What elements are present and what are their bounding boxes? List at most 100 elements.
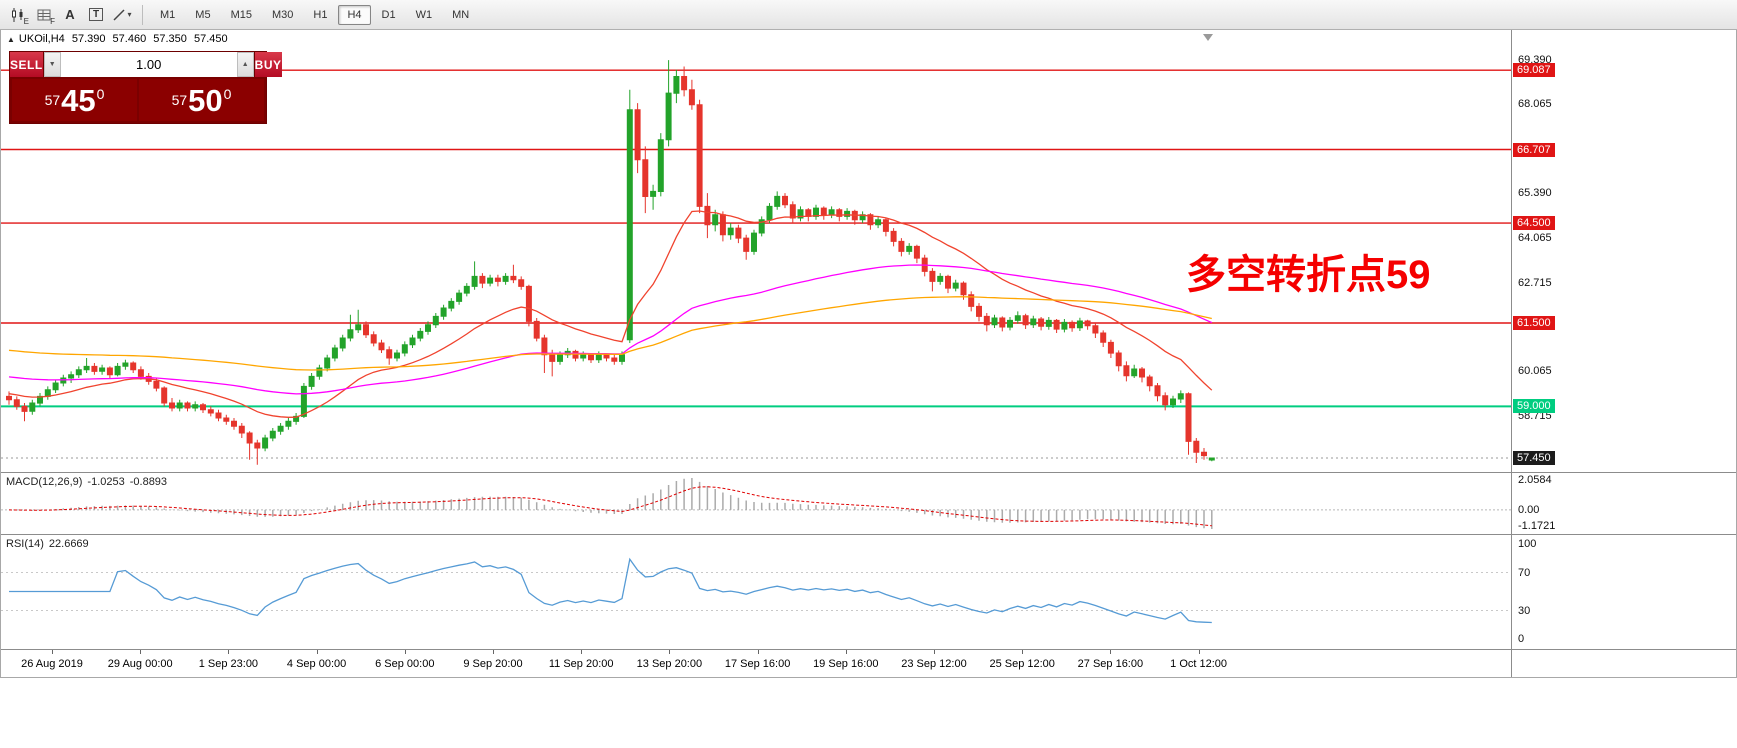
candlestick-chart-icon <box>12 7 23 22</box>
timeframe-button-h4[interactable]: H4 <box>338 4 371 25</box>
sell-price-prefix: 57 <box>44 92 61 108</box>
time-label: 1 Sep 23:00 <box>198 658 259 670</box>
rsi-canvas[interactable] <box>1 535 1511 650</box>
buy-button[interactable]: BUY <box>254 52 282 77</box>
rsi-name: RSI(14) <box>6 538 44 550</box>
buy-price-pip: 0 <box>223 86 232 102</box>
main-chart-canvas[interactable] <box>1 30 1511 473</box>
time-label: 6 Sep 00:00 <box>375 658 435 670</box>
timeframe-button-h1[interactable]: H1 <box>313 8 328 21</box>
timeframe-button-mn[interactable]: MN <box>452 8 470 21</box>
time-label: 25 Sep 12:00 <box>989 658 1055 670</box>
rsi-label: RSI(14) 22.6669 <box>6 538 94 550</box>
time-label: 19 Sep 16:00 <box>813 658 879 670</box>
rsi-scale-label: 30 <box>1518 604 1531 617</box>
time-axis-corner <box>1511 650 1736 677</box>
price-tick-label: 62.715 <box>1518 276 1552 289</box>
close-value: 57.450 <box>193 33 228 45</box>
time-tick <box>493 650 494 654</box>
time-tick <box>52 650 53 654</box>
price-badge-69.087: 69.087 <box>1513 63 1555 78</box>
text-tool-button[interactable]: T <box>83 3 109 27</box>
rsi-scale: 100 70 30 0 <box>1511 535 1736 649</box>
time-tick <box>404 650 406 654</box>
timeframe-button-w1[interactable]: W1 <box>415 8 433 21</box>
time-tick <box>845 650 847 654</box>
bear-candle-bodies <box>6 76 1207 457</box>
sell-price-big: 45 <box>61 83 96 118</box>
price-scale[interactable]: 69.390 68.065 65.390 64.065 62.715 60.065 58.7… <box>1511 30 1736 472</box>
ma-line-slow <box>8 296 1212 371</box>
timeframe-button-m1[interactable]: M1 <box>160 8 176 21</box>
rsi-scale-label: 0 <box>1518 633 1525 645</box>
buy-price-display[interactable]: 57 50 0 <box>139 79 264 121</box>
toolbar-separator <box>142 4 143 25</box>
candlestick-chart-button[interactable]: E <box>5 3 31 27</box>
price-tick-label: 60.065 <box>1518 364 1552 377</box>
macd-signal-value: -0.8893 <box>129 476 168 488</box>
buy-price-prefix: 57 <box>171 92 188 108</box>
top-toolbar: E F A T ▾ M1 M5 M15 M30 H1 H4 D1 W1 MN <box>0 0 1737 30</box>
macd-signal-line <box>8 486 1212 527</box>
buy-price-big: 50 <box>188 83 223 118</box>
open-value: 57.390 <box>71 33 106 45</box>
chinese-annotation-text: 多空转折点59 <box>1186 253 1431 297</box>
macd-scale-min: -1.1721 <box>1518 520 1556 532</box>
timeframe-button-m5[interactable]: M5 <box>195 8 211 21</box>
time-axis[interactable]: 26 Aug 2019 29 Aug 00:00 1 Sep 23:00 4 Sep … <box>1 650 1736 677</box>
macd-scale-max: 2.0584 <box>1518 474 1552 486</box>
cursor-tool-label: A <box>65 7 75 22</box>
timeframe-button-m30[interactable]: M30 <box>271 8 294 21</box>
bull-candle-bodies <box>29 76 1215 461</box>
chart-ohlc-header: ▲ UKOil,H4 57.390 57.460 57.350 57.450 <box>7 33 232 45</box>
sell-price-pip: 0 <box>96 86 105 102</box>
timeframe-group: M1 M5 M15 M30 H1 H4 D1 W1 MN <box>150 4 479 25</box>
macd-canvas[interactable] <box>1 473 1511 535</box>
high-value: 57.460 <box>112 33 147 45</box>
chevron-down-icon: ▾ <box>127 10 132 19</box>
main-chart-panel: ▲ UKOil,H4 57.390 57.460 57.350 57.450 SE… <box>1 30 1736 473</box>
trendline-tool-icon <box>113 8 126 21</box>
chart-shift-marker <box>1203 34 1213 41</box>
cursor-tool-button[interactable]: A <box>57 3 83 27</box>
time-label: 29 Aug 00:00 <box>107 658 173 670</box>
macd-main-value: -1.0253 <box>87 476 125 488</box>
symbol-icon: ▲ <box>7 35 15 44</box>
time-label: 1 Oct 12:00 <box>1170 658 1228 670</box>
rsi-value: 22.6669 <box>48 538 89 550</box>
trendline-tool-button[interactable]: ▾ <box>109 3 135 27</box>
time-label: 11 Sep 20:00 <box>548 658 614 670</box>
time-label: 9 Sep 20:00 <box>463 658 523 670</box>
time-tick <box>934 650 935 654</box>
time-tick <box>581 650 583 654</box>
time-tick <box>140 650 142 654</box>
macd-scale-zero: 0.00 <box>1518 503 1540 516</box>
rsi-line <box>9 557 1212 624</box>
sell-button[interactable]: SELL <box>10 52 43 77</box>
price-tick-label: 68.065 <box>1518 98 1552 111</box>
time-tick <box>1022 650 1024 654</box>
time-label: 17 Sep 16:00 <box>724 658 791 670</box>
volume-input[interactable] <box>60 52 237 77</box>
rsi-scale-label: 70 <box>1518 566 1531 579</box>
volume-decrease-button[interactable]: ▼ <box>43 52 61 77</box>
low-value: 57.350 <box>153 33 187 45</box>
price-badge-66.707: 66.707 <box>1513 142 1555 157</box>
text-tool-label: T <box>88 8 104 21</box>
rsi-scale-label: 100 <box>1518 538 1537 550</box>
time-label: 4 Sep 00:00 <box>286 658 347 670</box>
timeframe-button-m15[interactable]: M15 <box>230 8 252 21</box>
sell-price-display[interactable]: 57 45 0 <box>12 79 137 121</box>
rsi-panel: RSI(14) 22.6669 100 70 30 0 <box>1 535 1736 650</box>
time-tick <box>757 650 759 654</box>
time-tick <box>1110 650 1112 654</box>
macd-name: MACD(12,26,9) <box>6 476 83 488</box>
price-tick-label: 65.390 <box>1518 187 1552 200</box>
volume-increase-button[interactable]: ▲ <box>236 52 254 77</box>
chart-window: ▲ UKOil,H4 57.390 57.460 57.350 57.450 SE… <box>0 30 1737 678</box>
timeframe-button-d1[interactable]: D1 <box>381 8 396 21</box>
bar-grid-button-badge: F <box>50 16 55 26</box>
macd-panel: MACD(12,26,9) -1.0253 -0.8893 2.0584 0.00 -1… <box>1 473 1736 535</box>
bar-grid-button[interactable]: F <box>31 3 57 27</box>
time-label: 23 Sep 12:00 <box>901 658 967 670</box>
